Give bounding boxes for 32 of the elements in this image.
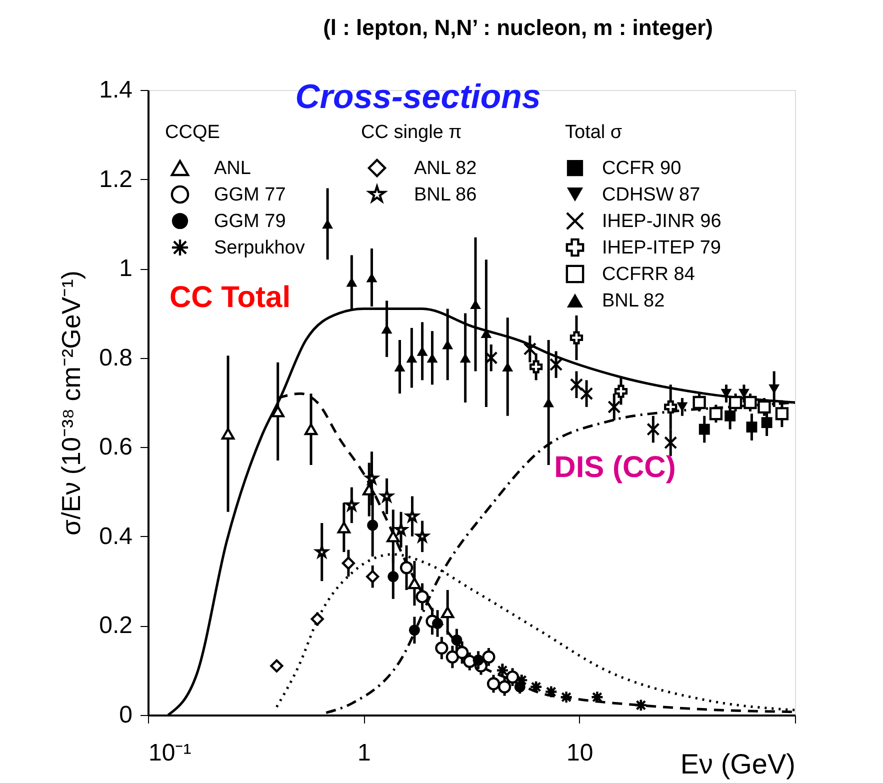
y-tick-label: 0.6 bbox=[99, 434, 132, 461]
x-tick-label: 1 bbox=[357, 740, 371, 766]
y-tick-label: 0 bbox=[119, 702, 132, 728]
legend-label: CCFR 90 bbox=[602, 158, 682, 179]
legend-label: BNL 82 bbox=[602, 290, 665, 312]
chart-title: Cross-sections bbox=[295, 78, 541, 116]
legend-label: BNL 86 bbox=[414, 184, 477, 206]
x-tick-label: 10⁻¹ bbox=[148, 740, 192, 766]
y-tick-label: 0.4 bbox=[99, 522, 132, 550]
y-tick-label: 0.2 bbox=[99, 612, 132, 640]
x-axis-title: Eν (GeV) bbox=[680, 748, 796, 780]
legend-label: GGM 79 bbox=[214, 211, 286, 232]
legend-label: ANL 82 bbox=[414, 158, 477, 179]
x-tick-label: 10 bbox=[566, 740, 594, 766]
legend-label: CCFRR 84 bbox=[602, 264, 696, 285]
annotation: DIS (CC) bbox=[554, 451, 676, 484]
legend-label: ANL bbox=[214, 158, 251, 179]
text: (l : lepton, N,N’ : nucleon, m : integer) bbox=[323, 15, 713, 40]
y-axis-title: σ/Eν (10⁻³⁸ cm⁻²GeV⁻¹) bbox=[56, 270, 86, 536]
legend-label: IHEP-ITEP 79 bbox=[602, 238, 721, 258]
annotation: CCQE bbox=[165, 122, 220, 143]
annotation: CC Total bbox=[169, 281, 291, 314]
annotation: Total σ bbox=[565, 122, 622, 143]
y-tick-label: 0.8 bbox=[99, 344, 132, 372]
y-tick-label: 1 bbox=[119, 255, 132, 282]
y-tick-label: 1.2 bbox=[99, 166, 132, 193]
legend-label: GGM 77 bbox=[214, 184, 286, 206]
annotation: CC single π bbox=[361, 122, 462, 143]
legend-label: IHEP-JINR 96 bbox=[602, 211, 722, 232]
legend-label: Serpukhov bbox=[214, 238, 306, 258]
y-tick-label: 1.4 bbox=[99, 76, 132, 104]
legend-label: CDHSW 87 bbox=[602, 184, 700, 206]
